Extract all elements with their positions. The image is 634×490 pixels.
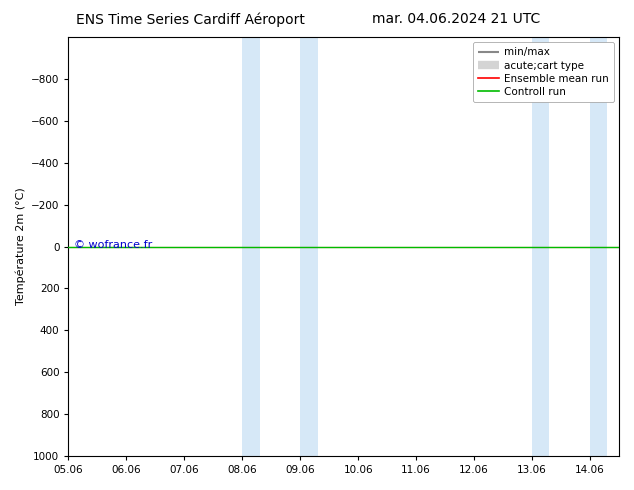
Text: mar. 04.06.2024 21 UTC: mar. 04.06.2024 21 UTC bbox=[372, 12, 541, 26]
Bar bbox=[590, 37, 607, 456]
Bar bbox=[532, 37, 550, 456]
Bar bbox=[242, 37, 260, 456]
Y-axis label: Température 2m (°C): Température 2m (°C) bbox=[15, 188, 25, 305]
Bar bbox=[301, 37, 318, 456]
Text: ENS Time Series Cardiff Aéroport: ENS Time Series Cardiff Aéroport bbox=[75, 12, 305, 27]
Text: © wofrance.fr: © wofrance.fr bbox=[74, 240, 152, 250]
Legend: min/max, acute;cart type, Ensemble mean run, Controll run: min/max, acute;cart type, Ensemble mean … bbox=[472, 42, 614, 102]
